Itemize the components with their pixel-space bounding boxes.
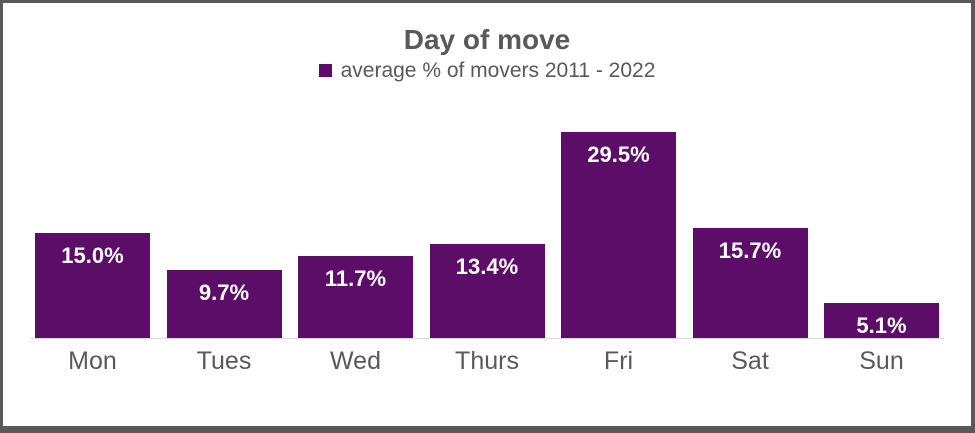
legend-square-icon	[318, 64, 332, 78]
bar-data-label: 11.7%	[324, 266, 387, 292]
x-axis-labels: Mon Tues Wed Thurs Fri Sat Sun	[3, 348, 971, 376]
legend-label: average % of movers 2011 - 2022	[340, 59, 656, 83]
bar: 5.1%	[824, 302, 939, 339]
x-axis-label: Sat	[731, 347, 769, 376]
plot-area: 15.0% 9.7% 11.7% 13.4% 29.5% 15.7% 5.1%	[3, 82, 971, 339]
bar: 9.7%	[166, 270, 282, 339]
bar-data-label: 5.1%	[856, 312, 907, 338]
x-axis-label: Fri	[603, 347, 634, 376]
bar-data-label: 15.7%	[718, 238, 782, 264]
x-axis-label: Mon	[68, 347, 117, 376]
x-axis-label: Sun	[859, 347, 904, 376]
bar: 13.4%	[429, 244, 545, 339]
bar-data-label: 29.5%	[587, 141, 650, 167]
x-axis-label: Thurs	[455, 347, 519, 376]
bar: 29.5%	[561, 131, 676, 339]
x-axis-label: Tues	[196, 347, 252, 376]
bar-data-label: 15.0%	[61, 243, 124, 269]
x-axis-label: Wed	[330, 347, 381, 376]
bar: 15.7%	[692, 228, 808, 339]
bar: 11.7%	[298, 256, 413, 339]
bar-data-label: 13.4%	[455, 254, 519, 280]
bar: 15.0%	[35, 233, 150, 339]
x-axis-line	[30, 338, 944, 340]
legend: average % of movers 2011 - 2022	[3, 59, 971, 82]
chart-title: Day of move	[403, 24, 571, 55]
bar-data-label: 9.7%	[198, 280, 250, 306]
